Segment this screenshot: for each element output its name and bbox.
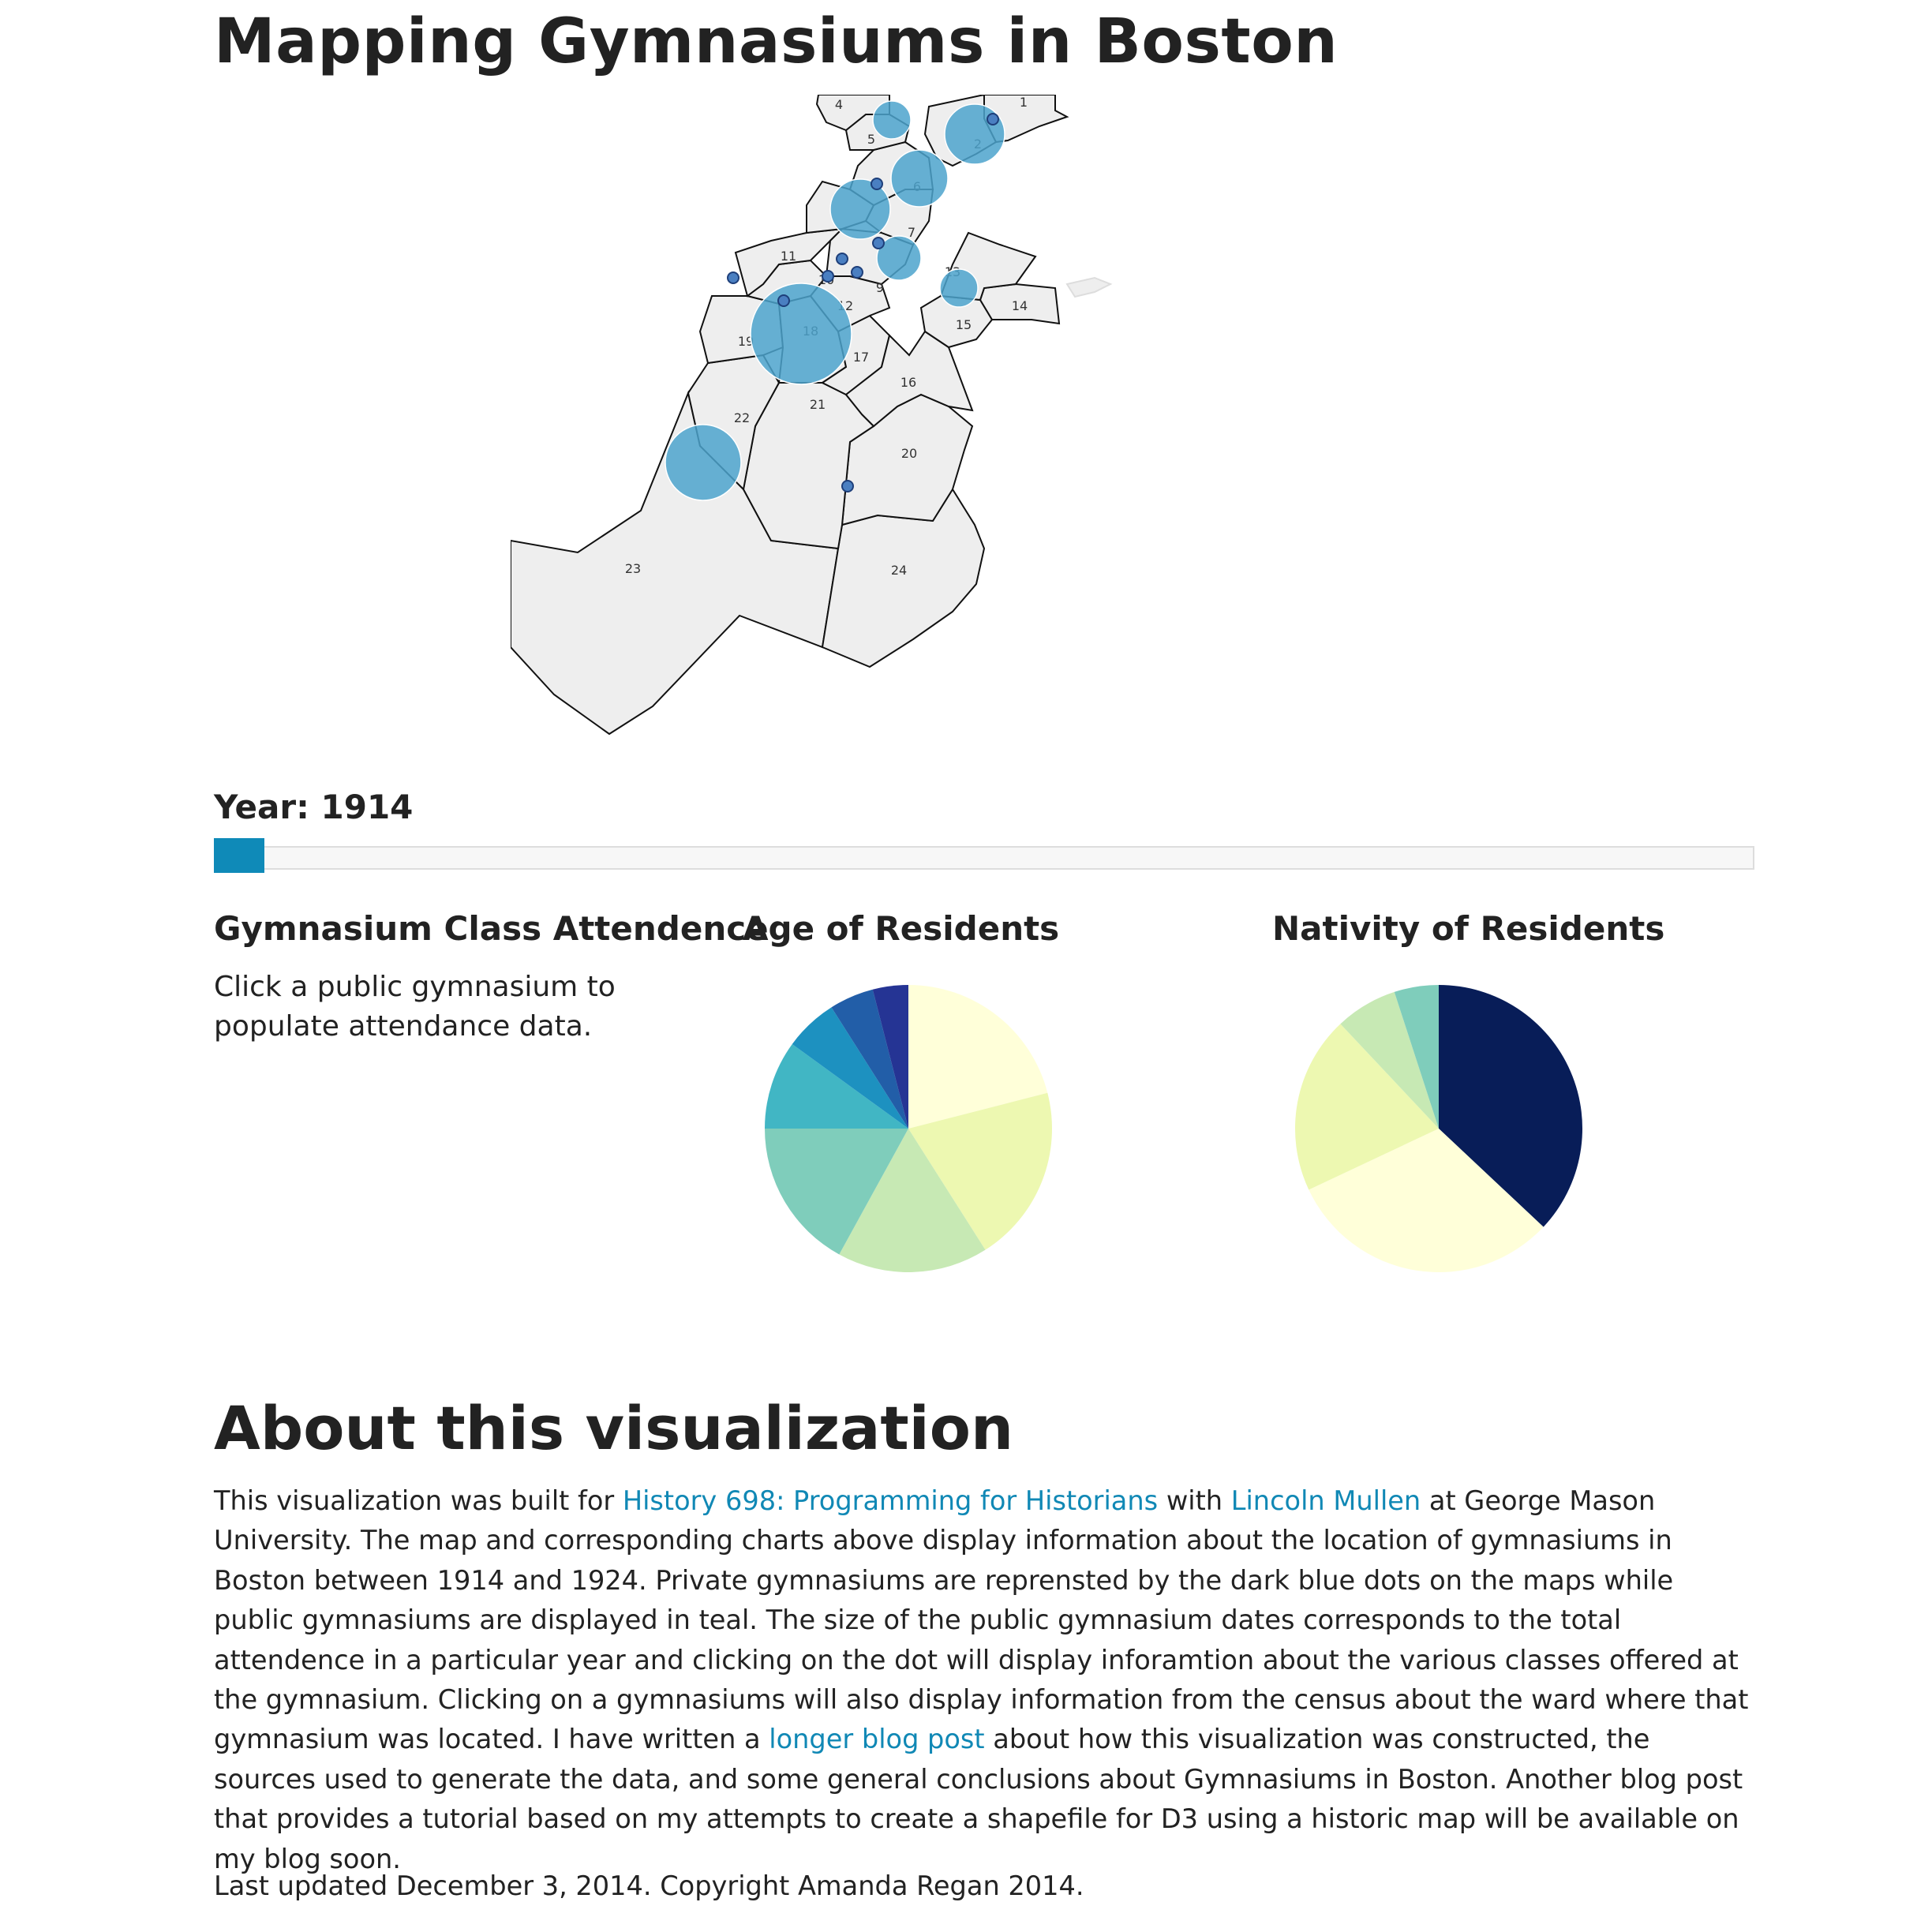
boston-ward-map[interactable]: 1 2 4 5 6 7 9 10 11 12 13 14 15 16 17 18… (510, 93, 1434, 742)
ward-16[interactable] (844, 330, 974, 428)
ward-label-22: 22 (734, 410, 750, 425)
private-gymnasiums[interactable] (727, 113, 999, 492)
about-paragraph: This visualization was built for History… (214, 1481, 1754, 1879)
public-gym-dot[interactable] (876, 235, 922, 281)
private-gym-dot[interactable] (841, 480, 854, 492)
private-gym-dot[interactable] (872, 237, 885, 249)
attendance-heading: Gymnasium Class Attendence (214, 909, 769, 948)
about-text-2: with (1158, 1485, 1231, 1516)
public-gym-dot[interactable] (890, 149, 949, 208)
pie-slice[interactable] (792, 1007, 908, 1129)
pie-slice[interactable] (908, 1092, 1052, 1250)
ward-label-19: 19 (738, 334, 754, 349)
ward-label-4: 4 (835, 97, 843, 112)
ward-label-7: 7 (908, 225, 915, 240)
private-gym-dot[interactable] (851, 266, 863, 279)
ward-label-23: 23 (625, 561, 641, 576)
wards (510, 93, 1113, 736)
ward-label-11: 11 (781, 249, 796, 264)
instructor-link[interactable]: Lincoln Mullen (1230, 1485, 1421, 1516)
ward-label-20: 20 (901, 446, 917, 461)
harbor-island (1065, 276, 1113, 298)
ward-label-5: 5 (867, 132, 875, 147)
public-gym-dot[interactable] (944, 103, 1005, 165)
ward-label-15: 15 (956, 317, 972, 332)
private-gym-dot[interactable] (727, 271, 739, 284)
blog-post-link[interactable]: longer blog post (769, 1724, 985, 1755)
pie-slice[interactable] (765, 1044, 908, 1129)
nativity-chart-title: Nativity of Residents (1272, 909, 1665, 948)
public-gym-dot[interactable] (939, 268, 979, 308)
private-gym-dot[interactable] (836, 253, 848, 265)
pie-slice[interactable] (908, 985, 1048, 1129)
pie-slice[interactable] (839, 1129, 986, 1272)
ward-labels: 1 2 4 5 6 7 9 10 11 12 13 14 15 16 17 18… (625, 95, 1028, 578)
ward-label-24: 24 (891, 563, 907, 578)
ward-label-16: 16 (900, 375, 916, 390)
ward-label-1: 1 (1020, 95, 1028, 110)
pie-slice[interactable] (831, 989, 908, 1129)
ward-label-14: 14 (1012, 298, 1028, 313)
private-gym-dot[interactable] (822, 270, 834, 283)
pie-slice[interactable] (872, 985, 908, 1129)
private-gym-dot[interactable] (777, 294, 790, 307)
attendance-instructions: Click a public gymnasium to populate att… (214, 971, 616, 1043)
public-gym-dot[interactable] (829, 178, 891, 240)
pie-slice[interactable] (765, 1129, 908, 1255)
ward-label-17: 17 (853, 350, 869, 365)
private-gym-dot[interactable] (987, 113, 999, 125)
ward-label-9: 9 (876, 280, 884, 295)
year-slider-handle[interactable] (214, 838, 264, 873)
year-label: Year: 1914 (214, 788, 414, 826)
pie-slice[interactable] (1340, 991, 1439, 1129)
about-heading: About this visualization (214, 1393, 1014, 1463)
private-gym-dot[interactable] (871, 178, 883, 190)
footer-text: Last updated December 3, 2014. Copyright… (214, 1870, 1084, 1901)
about-text-3: at George Mason University. The map and … (214, 1485, 1749, 1755)
year-slider-track[interactable] (214, 846, 1754, 870)
about-text-4: about how this visualization was constru… (214, 1724, 1743, 1874)
public-gym-dot[interactable] (665, 424, 742, 501)
pie-slice[interactable] (1439, 985, 1582, 1227)
age-chart-title: Age of Residents (743, 909, 1060, 948)
ward-label-21: 21 (810, 397, 826, 412)
age-of-residents-pie[interactable] (758, 979, 1058, 1279)
map-svg[interactable]: 1 2 4 5 6 7 9 10 11 12 13 14 15 16 17 18… (510, 93, 1434, 742)
public-gym-dot[interactable] (872, 100, 912, 140)
pie-slice[interactable] (1394, 985, 1439, 1129)
nativity-of-residents-pie[interactable] (1289, 979, 1589, 1279)
about-text-1: This visualization was built for (214, 1485, 623, 1516)
course-link[interactable]: History 698: Programming for Historians (622, 1485, 1159, 1516)
public-gym-dot[interactable] (750, 283, 852, 385)
pie-slice[interactable] (1309, 1129, 1544, 1272)
ward-4[interactable] (815, 94, 890, 132)
page-title: Mapping Gymnasiums in Boston (214, 6, 1339, 77)
pie-slice[interactable] (1295, 1024, 1439, 1190)
